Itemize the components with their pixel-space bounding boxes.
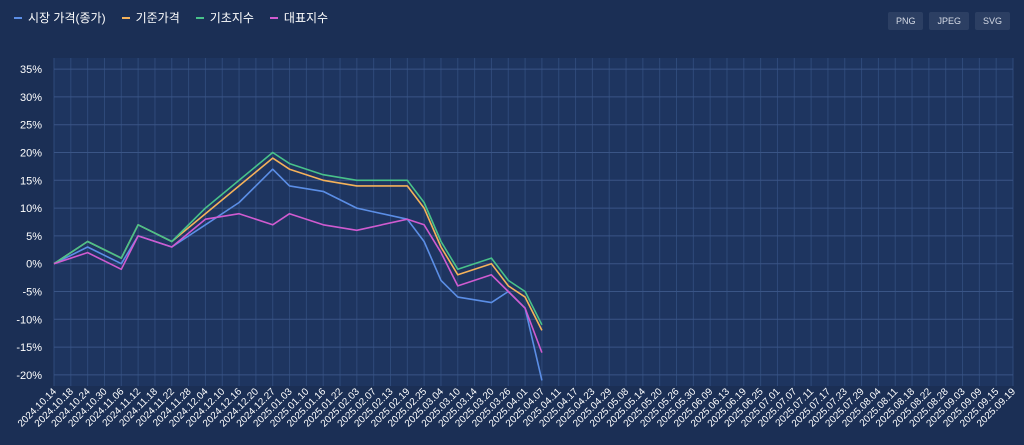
legend-swatch	[269, 16, 278, 19]
legend-swatch	[121, 16, 130, 19]
y-tick-label: 35%	[20, 64, 42, 76]
export-toolbar: PNG JPEG SVG	[887, 12, 1010, 30]
legend-item[interactable]: 기초지수	[195, 9, 254, 26]
legend-item[interactable]: 대표지수	[269, 9, 329, 26]
y-tick-label: 10%	[20, 203, 42, 215]
y-tick-label: 25%	[20, 120, 42, 132]
y-tick-label: -15%	[16, 342, 42, 354]
legend-swatch	[195, 16, 204, 19]
legend-swatch	[14, 16, 22, 19]
y-tick-label: 20%	[20, 148, 42, 160]
legend-item[interactable]: 시장 가격(종가)	[14, 9, 106, 26]
y-tick-label: -10%	[16, 314, 42, 326]
legend-item[interactable]: 기준가격	[121, 9, 180, 26]
series-line	[53, 151, 543, 326]
legend-label: 기준가격	[135, 11, 180, 25]
y-tick-label: 0%	[26, 259, 42, 271]
y-tick-label: 30%	[20, 92, 42, 104]
legend: 시장 가격(종가) 기준가격 기초지수 대표지수	[14, 9, 328, 26]
y-tick-label: 5%	[26, 231, 42, 243]
legend-label: 기초지수	[209, 11, 254, 25]
y-tick-label: -20%	[16, 370, 42, 382]
export-svg-button[interactable]: SVG	[974, 12, 1010, 30]
series-line	[53, 212, 543, 353]
export-jpeg-button[interactable]: JPEG	[929, 12, 969, 30]
legend-label: 시장 가격(종가)	[28, 11, 106, 25]
legend-label: 대표지수	[283, 11, 329, 25]
y-tick-label: 15%	[20, 175, 42, 187]
plot-area	[54, 58, 1013, 386]
y-tick-label: -5%	[22, 286, 42, 298]
export-png-button[interactable]: PNG	[887, 12, 924, 30]
